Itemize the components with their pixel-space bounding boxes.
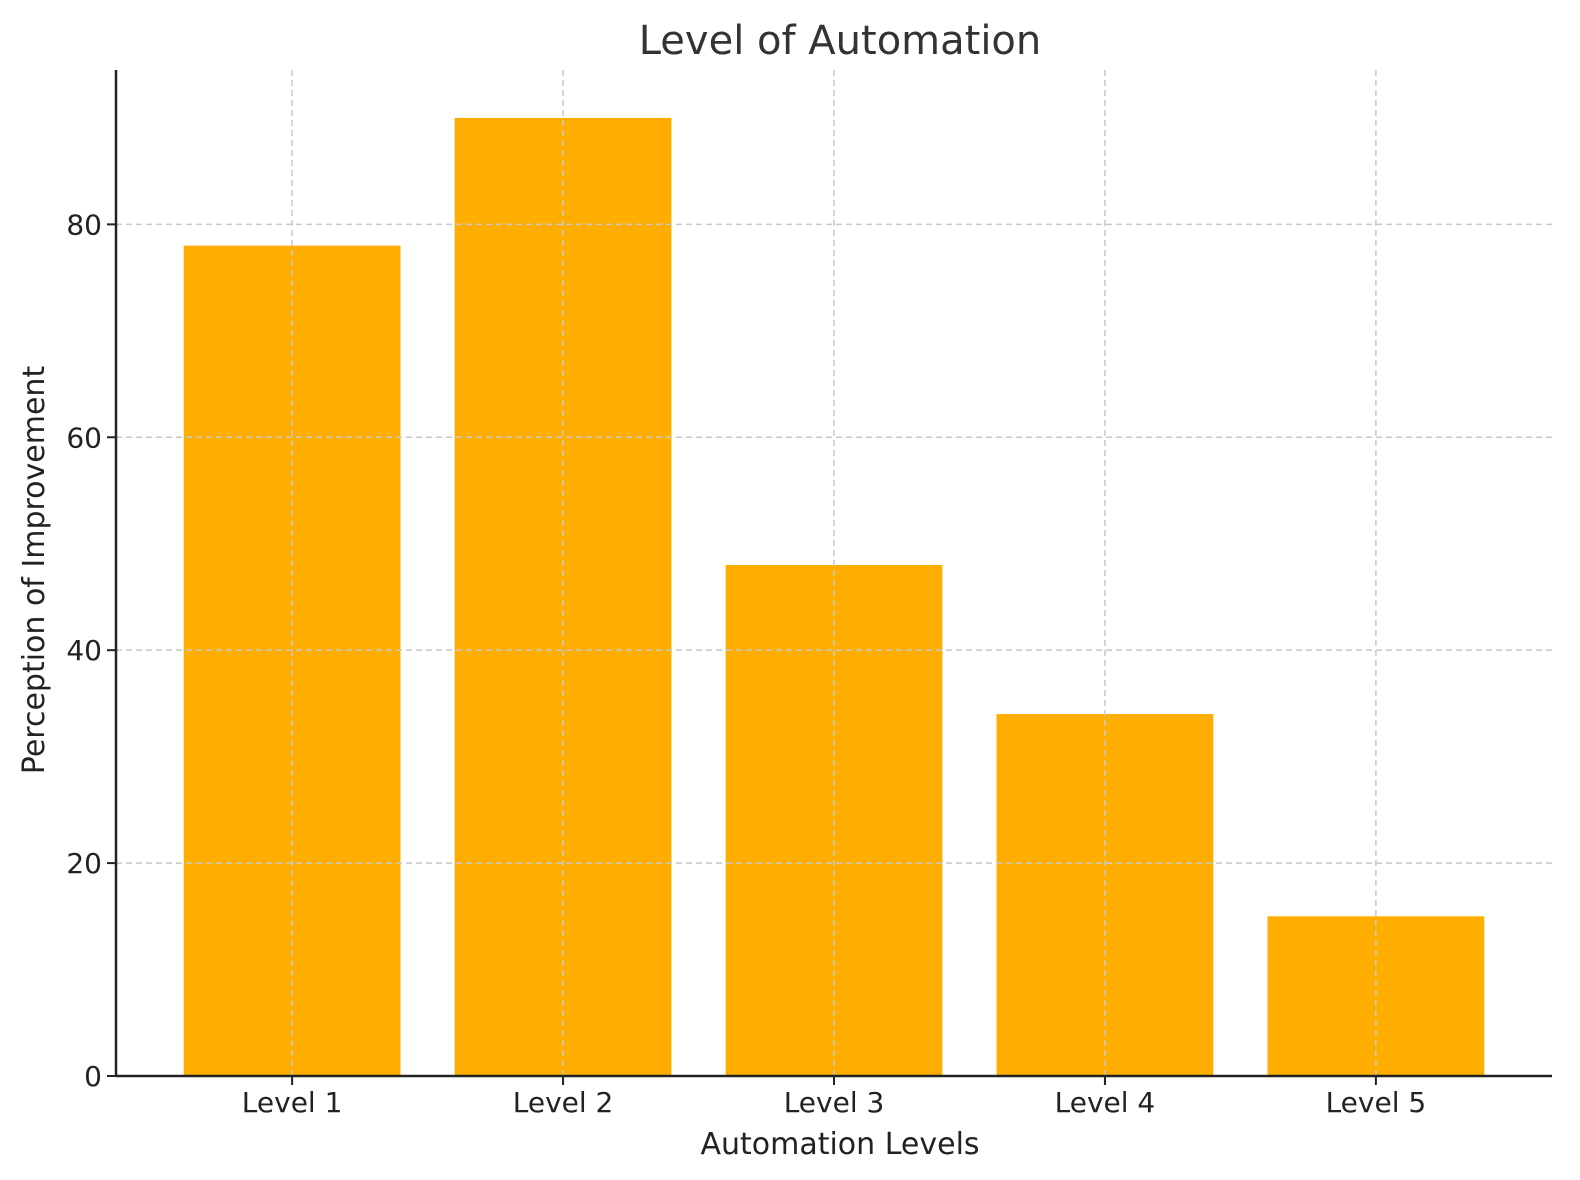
y-tick-label: 40: [66, 634, 102, 667]
x-tick-label: Level 4: [1055, 1086, 1156, 1119]
x-tick-label: Level 5: [1326, 1086, 1427, 1119]
x-tick-label: Level 3: [784, 1086, 885, 1119]
y-tick-label: 20: [66, 847, 102, 880]
grid-layer: [116, 70, 1552, 1076]
x-tick-label: Level 1: [242, 1086, 343, 1119]
chart-title: Level of Automation: [639, 18, 1042, 64]
x-axis-label: Automation Levels: [700, 1127, 979, 1162]
y-tick-label: 80: [66, 208, 102, 241]
ticks-layer: 0 20 40 60 80 Level 1 Level 2 Level 3 Level 4 Lev…: [66, 208, 1426, 1119]
y-tick-label: 0: [84, 1060, 102, 1093]
x-tick-label: Level 2: [513, 1086, 614, 1119]
y-tick-label: 60: [66, 421, 102, 454]
y-axis-label: Perception of Improvement: [17, 366, 52, 775]
bar: [454, 117, 672, 1076]
